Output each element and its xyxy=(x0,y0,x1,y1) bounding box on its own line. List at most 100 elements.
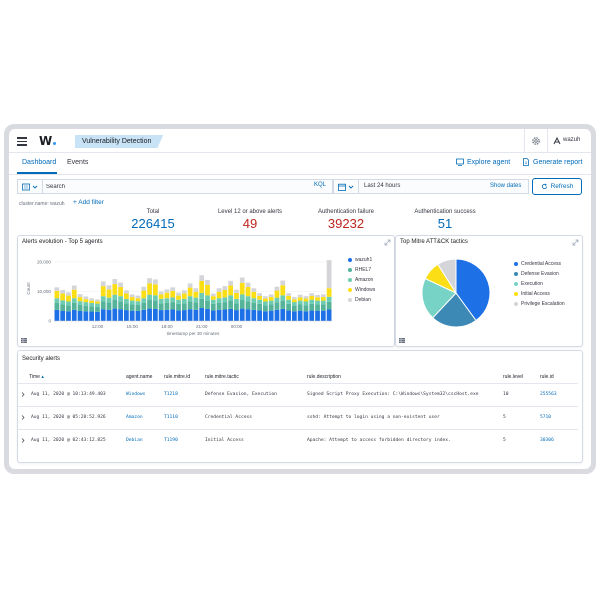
bar-segment xyxy=(239,294,245,301)
cell-mitre-id[interactable]: T1110 xyxy=(164,415,178,420)
table-view-icon[interactable] xyxy=(399,338,405,343)
bar-segment xyxy=(263,296,268,299)
bar-segment xyxy=(234,292,239,299)
user-icon[interactable] xyxy=(552,136,562,146)
chevron-right-icon[interactable] xyxy=(21,438,25,443)
bar-segment xyxy=(193,309,199,321)
table-view-icon[interactable] xyxy=(21,338,27,343)
bar-segment xyxy=(170,302,176,310)
kql-toggle[interactable]: KQL xyxy=(314,182,327,188)
bar-segment xyxy=(251,302,257,310)
chevron-right-icon[interactable] xyxy=(21,392,25,397)
pie-slice[interactable] xyxy=(455,258,491,322)
chevron-down-icon[interactable] xyxy=(348,184,354,190)
tab-events[interactable]: Events xyxy=(67,159,89,166)
explore-agent-button[interactable]: Explore agent xyxy=(456,158,510,166)
calendar-icon[interactable] xyxy=(338,183,346,191)
bar-segment xyxy=(95,306,100,312)
bar-segment xyxy=(141,309,147,321)
add-filter-button[interactable]: + Add filter xyxy=(73,199,104,206)
bar-segment xyxy=(158,310,164,321)
cell-rule-id[interactable]: 30306 xyxy=(540,438,554,443)
username[interactable]: wazuh xyxy=(563,137,581,143)
show-dates-link[interactable]: Show dates xyxy=(490,183,522,189)
bar-segment xyxy=(245,296,251,302)
chevron-right-icon[interactable] xyxy=(21,415,25,420)
cell-agent[interactable]: Debian xyxy=(126,438,143,443)
sort-ascending-icon[interactable]: ▴ xyxy=(41,374,44,380)
bar-segment xyxy=(257,303,262,311)
column-header[interactable]: rule.id xyxy=(540,374,554,380)
bar-segment xyxy=(303,296,309,299)
bar-segment xyxy=(239,277,245,283)
column-header[interactable]: rule.level xyxy=(503,374,524,380)
legend-label: Defense Evasion xyxy=(521,270,559,277)
settings-gear-icon[interactable] xyxy=(531,136,541,146)
legend-label: Windows xyxy=(355,286,376,293)
bar-segment xyxy=(152,284,158,296)
cell-agent[interactable]: Windows xyxy=(126,392,146,397)
column-header-time[interactable]: Time ▴ xyxy=(29,374,44,380)
column-header[interactable]: rule.description xyxy=(307,374,341,380)
column-header[interactable]: agent.name xyxy=(126,374,153,380)
refresh-button[interactable]: Refresh xyxy=(532,178,582,195)
cell-rule-id[interactable]: 255563 xyxy=(540,392,557,397)
table-row[interactable]: Aug 11, 2020 @ 02:43:12.825 Debian T1190… xyxy=(18,429,578,451)
bar-segment xyxy=(280,308,286,321)
bar-segment xyxy=(257,310,262,321)
legend-item[interactable]: Debian xyxy=(348,297,375,303)
bar-segment xyxy=(95,311,100,321)
legend-item[interactable]: Initial Access xyxy=(514,291,565,297)
bar-segment xyxy=(54,287,60,291)
legend-item[interactable]: Windows xyxy=(348,286,376,293)
bar-segment xyxy=(118,309,123,321)
table-row[interactable]: Aug 11, 2020 @ 05:28:52.926 Amazon T1110… xyxy=(18,406,578,428)
panel-title: Top Mitre ATT&CK tactics xyxy=(400,239,468,245)
cell-mitre-id[interactable]: T1190 xyxy=(164,438,178,443)
column-header[interactable]: rule.mitre.id xyxy=(164,374,191,380)
tab-dashboard[interactable]: Dashboard xyxy=(22,159,57,166)
cell-agent[interactable]: Amazon xyxy=(126,415,143,420)
column-header[interactable]: rule.mitre.tactic xyxy=(205,374,239,380)
legend-item[interactable]: RHEL7 xyxy=(348,267,375,273)
bar-segment xyxy=(118,282,123,288)
legend-item[interactable]: Privilege Escalation xyxy=(514,301,565,307)
bar-segment xyxy=(286,310,291,321)
pie-slice[interactable] xyxy=(437,258,457,295)
legend-item[interactable]: Execution xyxy=(514,280,565,287)
bar-segment xyxy=(106,285,112,290)
search-input[interactable] xyxy=(46,181,296,192)
legend-label: Execution xyxy=(521,280,543,287)
bar-segment xyxy=(280,300,286,309)
generate-report-button[interactable]: Generate report xyxy=(522,158,582,166)
bar-segment xyxy=(315,300,320,305)
bar-segment xyxy=(176,303,181,311)
breadcrumb[interactable]: Vulnerability Detection xyxy=(75,135,163,148)
table-row[interactable]: Aug 11, 2020 @ 10:13:49.403 Windows T121… xyxy=(18,383,578,405)
cell-mitre-id[interactable]: T1218 xyxy=(164,392,178,397)
pie-slice[interactable] xyxy=(421,277,457,319)
hamburger-menu-icon[interactable] xyxy=(17,137,27,146)
chevron-down-icon[interactable] xyxy=(32,184,38,190)
cell-rule-id[interactable]: 5710 xyxy=(540,415,552,420)
wazuh-logo[interactable]: W xyxy=(39,134,56,148)
expand-icon[interactable] xyxy=(572,239,579,246)
saved-query-icon[interactable] xyxy=(22,183,30,191)
legend-item[interactable]: Defense Evasion xyxy=(514,270,565,277)
bar-segment xyxy=(141,286,147,291)
expand-icon[interactable] xyxy=(384,239,391,246)
refresh-icon xyxy=(541,183,547,190)
legend-item[interactable]: Amazon xyxy=(348,277,375,283)
cell-tactic: Credential Access xyxy=(205,415,253,420)
legend-item[interactable]: Credential Access xyxy=(514,261,565,267)
date-range-value[interactable]: Last 24 hours xyxy=(364,183,401,189)
legend-item[interactable]: wazuh1 xyxy=(348,257,375,263)
bar-segment xyxy=(222,302,228,310)
pie-slice[interactable] xyxy=(432,292,477,328)
panel-title: Security alerts xyxy=(22,356,61,362)
explore-agent-icon xyxy=(456,158,464,166)
filter-pill[interactable]: cluster.name: wazuh xyxy=(19,201,65,207)
bar-segment xyxy=(320,294,326,298)
app-window: W Vulnerability Detection wazuh Dashboar… xyxy=(9,129,591,469)
bar-segment xyxy=(152,279,158,285)
